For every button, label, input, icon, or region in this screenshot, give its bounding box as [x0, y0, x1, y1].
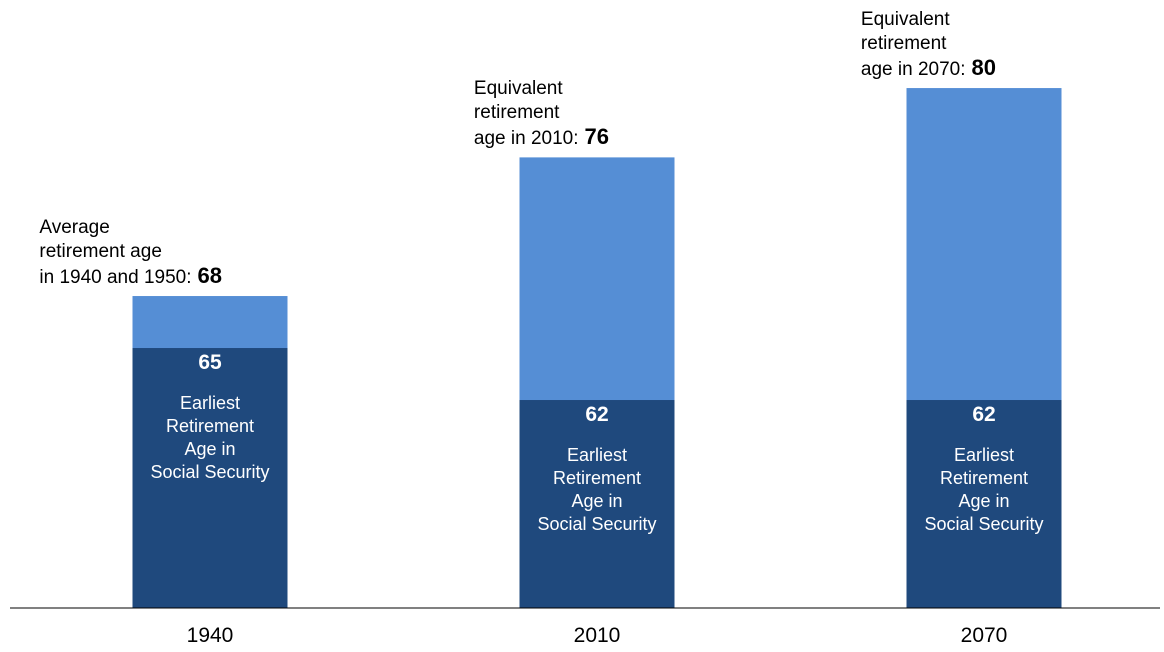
value-label: 62	[972, 403, 996, 427]
bar	[906, 400, 1062, 608]
annotation: Equivalent retirement age in 2010: 76	[474, 77, 609, 151]
value-label: 62	[585, 403, 609, 427]
value-label: 68	[197, 263, 222, 289]
x-tick-label: 1940	[186, 624, 234, 647]
value-label: 65	[198, 351, 222, 375]
annotation: Equivalent retirement age in 2070: 80	[861, 8, 996, 82]
series-name: Earliest Retirement Age in Social Securi…	[537, 445, 657, 535]
value-label: 76	[584, 124, 609, 150]
x-tick-label: 2010	[573, 624, 621, 647]
annotation-text: Average retirement age in 1940 and 1950:	[39, 217, 192, 289]
annotation-text: Equivalent retirement age in 2070:	[860, 9, 966, 81]
annotation: Average retirement age in 1940 and 1950:…	[39, 216, 222, 290]
bar	[132, 348, 288, 608]
series-name: Earliest Retirement Age in Social Securi…	[924, 445, 1044, 535]
annotation-text: Equivalent retirement age in 2010:	[473, 78, 579, 150]
value-label: 80	[971, 55, 996, 81]
bar	[519, 400, 675, 608]
x-tick-label: 2070	[960, 624, 1008, 647]
series-name: Earliest Retirement Age in Social Securi…	[150, 393, 270, 483]
